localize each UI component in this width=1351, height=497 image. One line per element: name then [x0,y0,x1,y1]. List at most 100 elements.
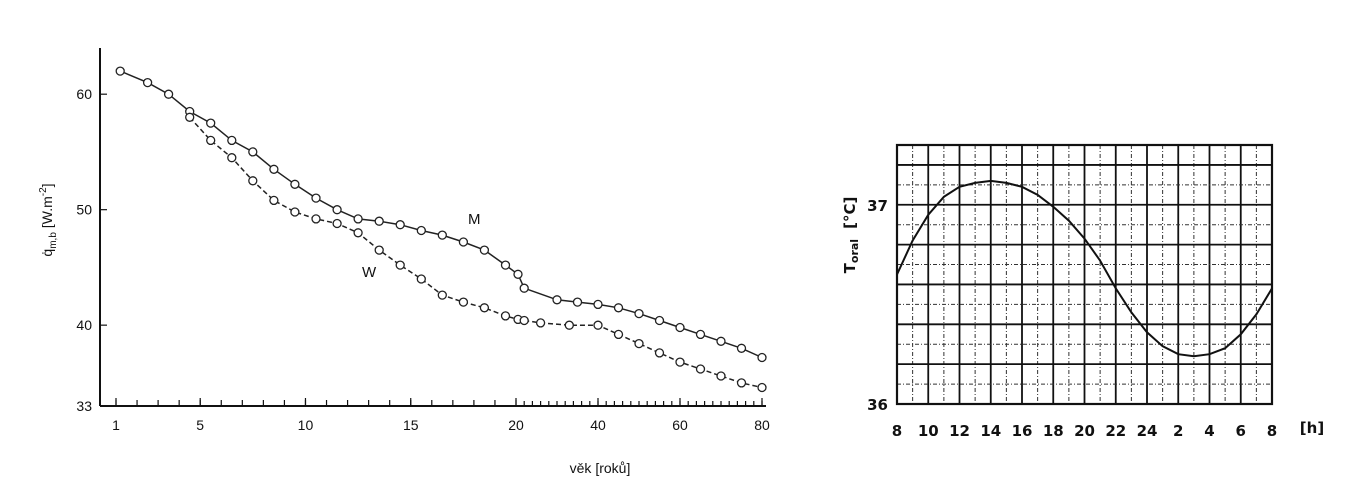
point-m [248,147,258,157]
point-m [395,220,405,230]
point-m [757,352,767,363]
x-tick-label-6: 60 [672,417,688,433]
point-w [206,135,216,146]
point-w [437,290,447,300]
point-w [353,228,363,238]
point-m [513,269,523,279]
y-ticks: 37 36 [867,197,888,414]
point-m [675,322,685,333]
point-m [142,77,153,88]
point-m [572,297,583,307]
point-w [757,382,767,393]
x-tick-label-3: 15 [403,417,419,433]
y-ticks: 60 50 40 33 [76,86,107,414]
point-m [613,303,624,313]
series-lines [115,66,767,393]
x-tick-label-7: 22 [1105,422,1126,440]
x-tick-label-2: 12 [949,422,970,440]
point-w [458,297,469,307]
y-axis-title-unit: [°C] [841,197,859,229]
point-m [634,308,644,319]
point-m [206,118,216,128]
point-m [736,343,747,353]
point-m [374,216,384,226]
y-axis-title-main: T [841,262,859,273]
x-axis-title: věk [roků] [570,460,631,476]
point-w [634,338,644,349]
x-tick-label-0: 8 [892,422,902,440]
grid [895,143,1274,406]
x-tick-label-2: 10 [298,417,314,433]
point-m [593,299,603,310]
y-tick-label-0: 37 [867,197,888,215]
point-w [564,320,574,330]
point-m [716,336,726,346]
y-tick-label-0: 60 [76,86,92,102]
y-axis-title-unit: [W.m [39,196,55,228]
point-m [552,295,562,305]
y-axis-title-sub: oral [848,239,861,263]
x-tick-label-7: 80 [754,417,770,433]
point-w [593,320,603,330]
series-line-w [189,116,763,389]
x-tick-label-1: 10 [918,422,939,440]
series-label-w: W [362,264,377,281]
x-tick-label-6: 20 [1074,422,1095,440]
point-m [332,205,342,215]
point-m [654,315,665,326]
x-minor-ticks [115,400,763,406]
x-tick-label-0: 1 [112,417,120,433]
y-tick-label-2: 40 [76,317,92,333]
point-w [736,378,747,388]
point-m [311,193,321,203]
point-w [654,348,665,358]
y-axis-title-exp: -2 [38,187,49,196]
y-axis-title: q̇m,b [W.m-2] [38,183,59,256]
point-m [290,179,300,189]
point-w [716,371,726,381]
x-tick-label-8: 24 [1137,422,1158,440]
point-m [269,164,279,174]
series-line-m [119,70,763,359]
point-w [675,357,685,367]
point-m [115,66,125,76]
y-tick-label-1: 36 [867,396,888,414]
point-m [500,260,511,270]
x-tick-label-4: 20 [508,417,524,433]
point-m [416,225,426,236]
point-w [479,303,490,313]
point-w [395,260,405,270]
x-tick-label-12: 8 [1267,422,1277,440]
x-tick-label-4: 16 [1012,422,1033,440]
point-w [248,176,258,186]
x-tick-label-3: 14 [980,422,1001,440]
point-w [269,195,279,206]
point-m [695,329,706,340]
point-w [374,245,384,255]
y-axis-title-main: q̇ [39,249,55,257]
x-tick-label-5: 40 [590,417,606,433]
x-tick-label-9: 2 [1173,422,1183,440]
x-tick-label-1: 5 [196,417,204,433]
point-w [695,364,706,374]
point-w [227,153,237,163]
x-axis-title: [h] [1300,419,1324,437]
point-m [479,245,490,255]
y-tick-label-3: 33 [76,398,92,414]
temperature-line [896,179,1273,358]
point-w [519,315,529,326]
point-w [185,112,195,122]
point-m [458,237,469,247]
y-axis-title-sub: m,b [48,232,59,249]
point-m [353,214,363,224]
point-m [437,230,447,240]
point-w [290,207,300,217]
point-m [519,283,529,293]
x-tick-label-5: 18 [1043,422,1064,440]
y-axis-title-close: ] [39,183,55,187]
point-w [500,311,511,321]
x-ticks: 8 10 12 14 16 18 20 22 24 2 4 6 8 [892,422,1277,440]
